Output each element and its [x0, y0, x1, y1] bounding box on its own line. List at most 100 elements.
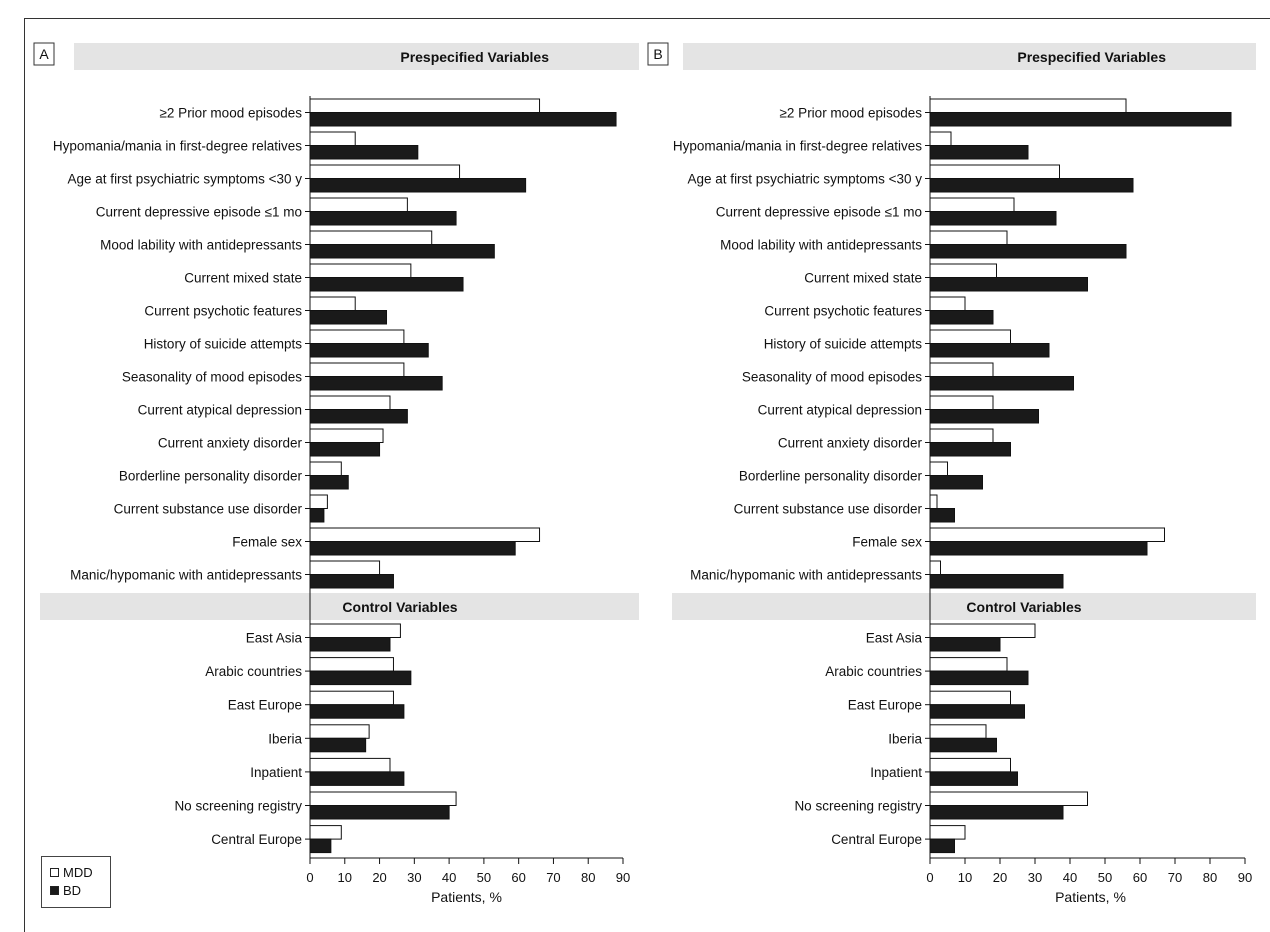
category-label: Age at first psychiatric symptoms <30 y: [688, 172, 923, 187]
category-row: Seasonality of mood episodes: [122, 362, 443, 391]
category-label: Arabic countries: [205, 664, 302, 679]
bar-mdd: [309, 494, 328, 509]
bar-bd: [309, 574, 394, 589]
category-label: Mood lability with antidepressants: [100, 238, 302, 253]
category-label: Hypomania/mania in first-degree relative…: [673, 139, 922, 154]
category-label: Current anxiety disorder: [158, 436, 303, 451]
bar-bd: [929, 574, 1064, 589]
category-row: Current atypical depression: [138, 395, 408, 424]
bar-bd: [929, 178, 1134, 193]
category-label: Seasonality of mood episodes: [742, 370, 922, 385]
category-label: Inpatient: [870, 765, 922, 780]
bar-bd: [929, 409, 1039, 424]
bar-mdd: [309, 98, 541, 113]
category-label: Current substance use disorder: [114, 502, 303, 517]
bar-bd: [929, 805, 1064, 820]
bar-bd: [309, 145, 419, 160]
bar-mdd: [309, 791, 457, 806]
category-label: Current depressive episode ≤1 mo: [716, 205, 922, 220]
category-label: Current substance use disorder: [734, 502, 923, 517]
category-row: Current depressive episode ≤1 mo: [716, 197, 1057, 226]
category-row: Female sex: [232, 527, 541, 556]
bar-bd: [309, 112, 617, 127]
category-label: Borderline personality disorder: [739, 469, 923, 484]
category-row: Arabic countries: [205, 657, 412, 686]
bar-bd: [309, 343, 429, 358]
x-tick-label: 70: [546, 870, 560, 885]
category-label: ≥2 Prior mood episodes: [780, 106, 923, 121]
category-label: Current anxiety disorder: [778, 436, 923, 451]
category-label: East Asia: [246, 631, 303, 646]
category-row: East Asia: [246, 623, 401, 652]
bar-mdd: [309, 825, 342, 840]
figure-frame: [24, 18, 1270, 932]
section-title-control: Control Variables: [342, 599, 457, 615]
legend-swatch-bd: [50, 885, 59, 895]
bar-bd: [309, 409, 408, 424]
bar-mdd: [309, 131, 356, 146]
category-label: Age at first psychiatric symptoms <30 y: [68, 172, 303, 187]
category-label: Current psychotic features: [144, 304, 302, 319]
category-row: Hypomania/mania in first-degree relative…: [53, 131, 419, 160]
bar-mdd: [309, 657, 394, 672]
category-label: Mood lability with antidepressants: [720, 238, 922, 253]
section-title-prespecified: Prespecified Variables: [400, 49, 549, 65]
bar-mdd: [309, 362, 405, 377]
x-tick-label: 40: [1063, 870, 1077, 885]
category-row: Borderline personality disorder: [739, 461, 983, 490]
bar-mdd: [309, 527, 541, 542]
bar-mdd: [309, 428, 384, 443]
bar-bd: [929, 771, 1018, 786]
x-tick-label: 30: [407, 870, 421, 885]
category-row: Age at first psychiatric symptoms <30 y: [688, 164, 1134, 193]
x-tick-label: 50: [477, 870, 491, 885]
bar-mdd: [309, 395, 391, 410]
section-title-prespecified: Prespecified Variables: [1017, 49, 1166, 65]
bar-bd: [929, 376, 1074, 391]
category-row: Current substance use disorder: [734, 494, 955, 523]
x-tick-label: 10: [338, 870, 352, 885]
x-tick-label: 0: [926, 870, 933, 885]
legend-item-mdd: MDD: [50, 864, 93, 880]
section-title-control: Control Variables: [966, 599, 1081, 615]
category-label: Female sex: [232, 535, 302, 550]
bar-mdd: [929, 230, 1008, 245]
category-row: Borderline personality disorder: [119, 461, 349, 490]
bar-mdd: [929, 657, 1008, 672]
bar-bd: [309, 310, 388, 325]
category-row: Current psychotic features: [144, 296, 388, 325]
panel-label: A: [39, 46, 49, 62]
bar-bd: [929, 442, 1011, 457]
category-row: Mood lability with antidepressants: [100, 230, 495, 259]
bar-mdd: [929, 131, 952, 146]
category-row: Central Europe: [831, 825, 966, 854]
category-label: No screening registry: [794, 799, 922, 814]
bar-bd: [309, 211, 457, 226]
bar-bd: [929, 508, 955, 523]
bar-bd: [309, 771, 405, 786]
panel-label-box: [33, 42, 55, 66]
category-label: Female sex: [852, 535, 922, 550]
bar-mdd: [929, 362, 994, 377]
bar-bd: [929, 112, 1232, 127]
panel-label-box: [647, 42, 669, 66]
bar-mdd: [309, 230, 433, 245]
bar-mdd: [309, 164, 461, 179]
bar-bd: [929, 343, 1050, 358]
category-label: Central Europe: [211, 832, 302, 847]
x-tick-label: 40: [442, 870, 456, 885]
category-label: Manic/hypomanic with antidepressants: [690, 568, 922, 583]
x-tick-label: 60: [511, 870, 525, 885]
bar-mdd: [929, 494, 938, 509]
category-row: Arabic countries: [825, 657, 1029, 686]
category-label: East Europe: [848, 698, 922, 713]
bar-mdd: [929, 623, 1036, 638]
bar-mdd: [929, 724, 987, 739]
category-row: History of suicide attempts: [764, 329, 1050, 358]
x-tick-label: 80: [581, 870, 595, 885]
category-row: Inpatient: [870, 757, 1018, 786]
bar-bd: [309, 376, 443, 391]
bar-mdd: [929, 329, 1011, 344]
bar-bd: [929, 277, 1088, 292]
x-tick-label: 70: [1168, 870, 1182, 885]
